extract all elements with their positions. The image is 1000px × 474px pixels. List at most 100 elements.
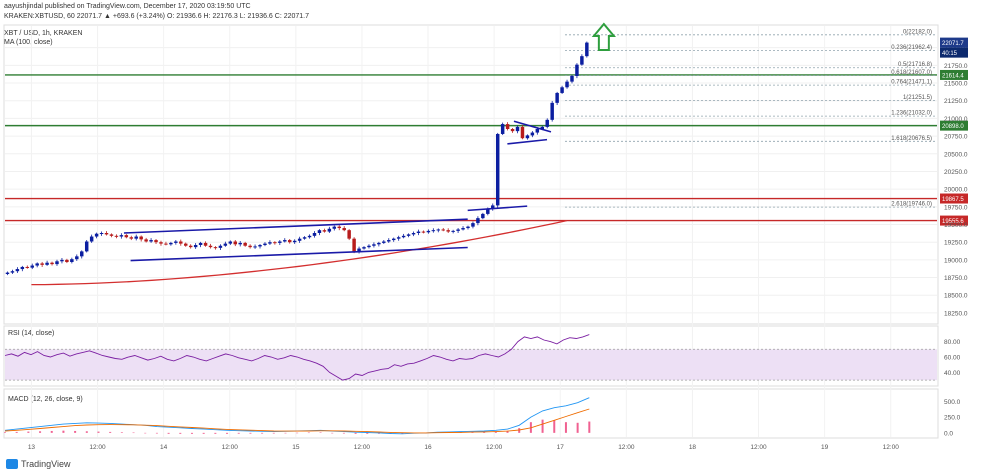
macd-histogram-bar <box>588 421 591 433</box>
candle-body <box>119 235 124 237</box>
price-badge-label: 40:15 <box>942 51 958 57</box>
candle-body <box>495 133 500 206</box>
macd-histogram-bar <box>576 422 579 433</box>
trendline <box>513 120 552 133</box>
level-label: 19555.6 <box>942 219 964 225</box>
rsi-tick-label: 40.00 <box>944 370 961 377</box>
candle-body <box>193 245 198 248</box>
candle-body <box>362 247 366 249</box>
candle-body <box>109 234 114 236</box>
macd-histogram-bar <box>261 432 264 434</box>
candle-body <box>451 230 455 232</box>
candle-body <box>94 233 99 237</box>
macd-tick-label: 250.0 <box>944 415 961 422</box>
macd-histogram-bar <box>331 432 334 434</box>
macd-histogram-bar <box>226 432 229 434</box>
macd-histogram-bar <box>155 432 158 434</box>
time-tick-label: 14 <box>160 444 168 451</box>
candles <box>5 41 589 276</box>
level-badge <box>940 69 968 80</box>
macd-histogram-bar <box>97 431 100 433</box>
macd-histogram-bar <box>74 430 77 433</box>
candle-body <box>585 42 589 57</box>
candle-body <box>461 228 465 230</box>
candle-body <box>188 245 193 248</box>
macd-tick-label: 500.0 <box>944 399 961 406</box>
fib-label: 0.5(21716.8) <box>898 62 932 68</box>
time-tick-label: 12:00 <box>222 444 239 451</box>
level-label: 19867.5 <box>942 197 964 203</box>
price-tick-label: 20000.0 <box>944 187 968 194</box>
candle-body <box>20 266 25 270</box>
trendline <box>507 138 548 145</box>
ma-legend: MA (100, close) <box>4 39 53 46</box>
candle-body <box>486 208 490 214</box>
level-badge <box>940 193 968 204</box>
candle-body <box>317 230 322 233</box>
price-badge <box>940 37 968 48</box>
macd-histogram-bar <box>319 432 322 433</box>
macd-tick-label: 0.0 <box>944 430 953 437</box>
candle-body <box>391 238 396 241</box>
candle-body <box>223 243 228 246</box>
price-tick-label: 21250.0 <box>944 98 968 105</box>
horizontal-levels: 19867.5 19555.6 20898.0 21614.4 <box>5 69 968 226</box>
price-tick-label: 18500.0 <box>944 293 968 300</box>
macd-histogram-bar <box>179 432 182 434</box>
candle-body <box>555 92 559 103</box>
time-tick-label: 15 <box>292 444 300 451</box>
macd-histogram-bar <box>85 431 88 433</box>
candle-body <box>441 229 445 231</box>
candle-body <box>10 271 15 273</box>
candle-body <box>124 235 129 238</box>
candle-body <box>184 243 188 246</box>
candle-body <box>268 242 272 244</box>
price-tick-label: 19500.0 <box>944 222 968 229</box>
candle-body <box>278 241 282 243</box>
candle-body <box>15 269 20 272</box>
price-tick-label: 21750.0 <box>944 63 968 70</box>
macd-histogram-bar <box>307 432 310 434</box>
candle-body <box>218 245 223 248</box>
candle-body <box>416 231 421 233</box>
macd-histogram-bar <box>132 432 135 434</box>
candle-body <box>436 229 441 231</box>
macd-histogram-bar <box>553 420 556 433</box>
level-label: 21614.4 <box>942 73 964 79</box>
price-tick-label: 18750.0 <box>944 275 968 282</box>
price-axis: 22000.021750.021500.021250.021000.020750… <box>940 37 968 317</box>
price-tick-label: 21000.0 <box>944 116 968 123</box>
candle-body <box>456 229 460 231</box>
ma-line <box>31 219 567 286</box>
up-arrow <box>591 22 616 51</box>
candle-body <box>203 242 208 246</box>
candle-body <box>198 242 203 246</box>
macd-histogram-bar <box>494 431 497 433</box>
candle-body <box>60 259 64 262</box>
macd-histogram-bar <box>564 422 567 433</box>
price-tick-label: 18250.0 <box>944 310 968 317</box>
candle-body <box>570 75 574 82</box>
macd-histogram-bar <box>342 432 345 434</box>
candle-body <box>273 242 277 244</box>
symbol-title: XBT / USD, 1h, KRAKEN <box>4 30 83 37</box>
candle-body <box>89 236 94 242</box>
candle-body <box>233 241 237 245</box>
candle-body <box>65 259 69 262</box>
candle-body <box>342 228 346 231</box>
candle-body <box>565 81 569 88</box>
candle-body <box>179 241 183 244</box>
candle-body <box>302 237 307 239</box>
time-tick-label: 12:00 <box>883 444 900 451</box>
tradingview-brand[interactable]: TradingView <box>6 459 71 469</box>
candle-body <box>164 243 168 245</box>
macd-histogram-bar <box>354 432 357 434</box>
price-tick-label: 19250.0 <box>944 240 968 247</box>
candle-body <box>520 126 525 139</box>
macd-histogram-bar <box>109 431 112 433</box>
fib-label: 1(21251.5) <box>903 95 932 101</box>
candle-body <box>322 230 327 232</box>
macd-histogram-bar <box>50 430 53 433</box>
macd-histogram-bar <box>27 431 30 433</box>
